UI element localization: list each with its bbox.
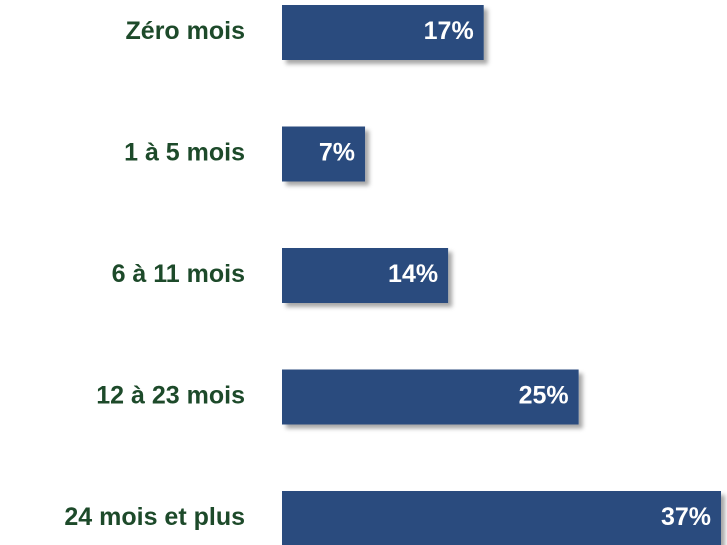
value-label: 17% (424, 17, 474, 45)
value-label: 14% (388, 260, 438, 288)
bar (282, 5, 484, 60)
category-label: Zéro mois (126, 17, 245, 45)
category-label: 24 mois et plus (64, 503, 245, 531)
category-label: 1 à 5 mois (124, 139, 245, 167)
value-label: 25% (519, 382, 569, 410)
bar (282, 369, 579, 425)
bar (282, 248, 449, 303)
bar (282, 491, 721, 545)
category-label: 12 à 23 mois (96, 382, 245, 410)
category-label: 6 à 11 mois (112, 260, 245, 288)
value-label: 37% (661, 503, 711, 531)
bar (282, 126, 366, 182)
value-label: 7% (319, 139, 355, 167)
